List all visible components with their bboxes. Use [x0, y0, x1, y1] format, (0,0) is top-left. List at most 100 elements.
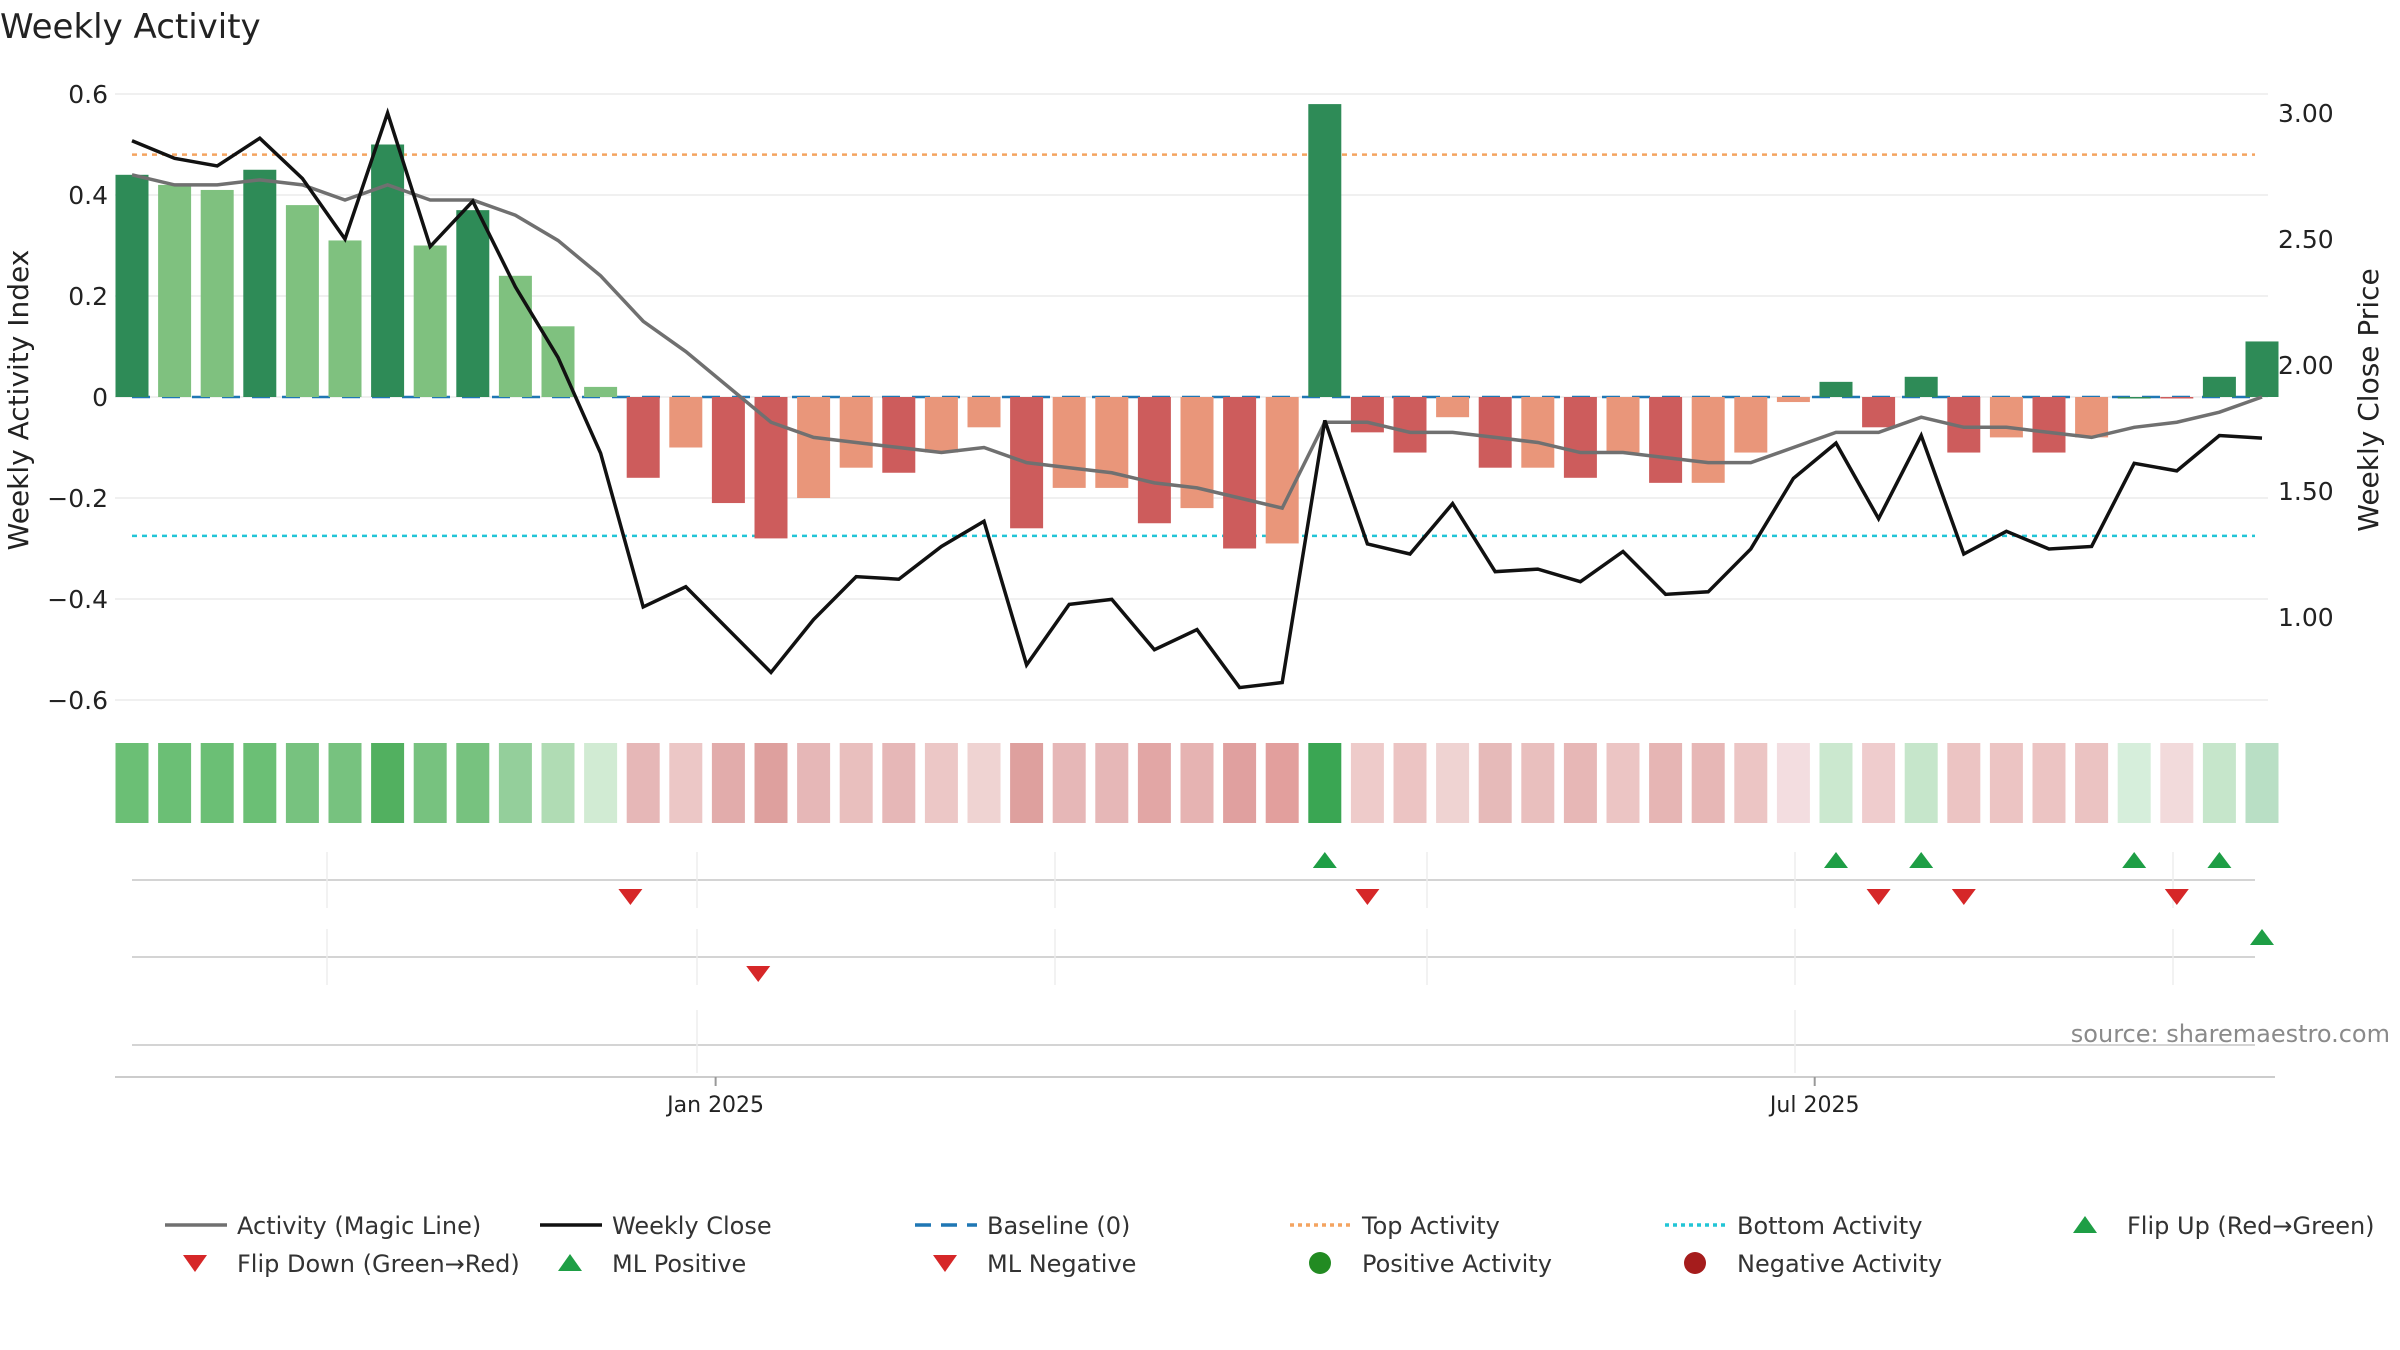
strip-cell	[2245, 743, 2279, 823]
activity-bar	[967, 397, 1001, 428]
y-tick-label: 0.6	[68, 80, 108, 109]
event-markers	[132, 852, 2274, 1073]
strip-cell	[1862, 743, 1896, 823]
legend-label: Flip Down (Green→Red)	[237, 1250, 520, 1278]
weekly-close-line	[131, 107, 2263, 690]
activity-bar	[2032, 397, 2066, 453]
strip-cell	[456, 743, 490, 823]
strip-cell	[243, 743, 277, 823]
strip-cell	[1180, 743, 1214, 823]
y-tick-label: 0	[92, 383, 108, 412]
source-note: source: sharemaestro.com	[2071, 1020, 2390, 1048]
legend-swatch	[183, 1255, 207, 1272]
strip-cell	[2160, 743, 2194, 823]
strip-cell	[1095, 743, 1129, 823]
legend-label: ML Positive	[612, 1250, 746, 1278]
activity-bar	[1862, 397, 1896, 428]
activity-bar	[711, 397, 745, 504]
activity-bar	[2202, 376, 2236, 397]
legend-label: Baseline (0)	[987, 1212, 1130, 1240]
strip-cell	[1947, 743, 1981, 823]
activity-bar	[1734, 397, 1768, 453]
activity-heat-strip	[115, 743, 2279, 823]
y-tick-label: 0.4	[68, 181, 108, 210]
activity-bar	[1308, 104, 1342, 397]
flip-down-marker	[746, 966, 771, 982]
activity-bar	[669, 397, 703, 448]
activity-bar	[328, 240, 362, 397]
y-tick-label: 0.2	[68, 282, 108, 311]
strip-cell	[1350, 743, 1384, 823]
legend-swatch	[933, 1255, 957, 1272]
flip-down-marker	[1951, 889, 1976, 905]
strip-cell	[1649, 743, 1683, 823]
activity-bar	[371, 144, 405, 397]
strip-cell	[754, 743, 788, 823]
strip-cell	[1521, 743, 1555, 823]
activity-bar	[1606, 397, 1640, 453]
legend-swatch	[2073, 1216, 2097, 1233]
strip-cell	[1478, 743, 1512, 823]
y2-axis: 3.00 2.50 2.00 1.50 1.00	[2278, 99, 2334, 632]
activity-bar	[626, 397, 660, 478]
strip-cell	[541, 743, 575, 823]
activity-bar	[1393, 397, 1427, 453]
strip-cell	[1265, 743, 1299, 823]
activity-bar	[1563, 397, 1597, 478]
activity-bar	[158, 184, 192, 397]
activity-bar	[1521, 397, 1555, 468]
strip-cell	[584, 743, 618, 823]
flip-up-marker	[2250, 929, 2274, 945]
activity-bar	[584, 386, 618, 397]
y-tick-label: −0.4	[47, 585, 108, 614]
activity-bar	[924, 397, 958, 453]
strip-cell	[2117, 743, 2151, 823]
strip-cell	[711, 743, 745, 823]
flip-down-marker	[1355, 889, 1380, 905]
strip-cell	[797, 743, 831, 823]
legend-label: Positive Activity	[1362, 1250, 1552, 1278]
activity-bar	[115, 174, 149, 397]
activity-bar	[413, 245, 447, 397]
series-lines	[131, 107, 2263, 690]
strip-cell	[1989, 743, 2023, 823]
flip-up-marker	[2122, 852, 2147, 868]
strip-cell	[1223, 743, 1257, 823]
activity-bar	[2117, 397, 2151, 399]
strip-cell	[967, 743, 1001, 823]
y2-tick-label: 2.50	[2278, 225, 2334, 254]
strip-cell	[200, 743, 234, 823]
activity-bar	[2245, 341, 2279, 397]
magic-line	[131, 173, 2263, 511]
activity-bar	[1776, 397, 1810, 403]
strip-cell	[839, 743, 873, 823]
strip-cell	[1010, 743, 1044, 823]
strip-cell	[1436, 743, 1470, 823]
activity-bar	[1350, 397, 1384, 433]
strip-cell	[371, 743, 405, 823]
legend-label: ML Negative	[987, 1250, 1136, 1278]
strip-cell	[2075, 743, 2109, 823]
strip-cell	[1137, 743, 1171, 823]
activity-bar	[797, 397, 831, 498]
strip-cell	[328, 743, 362, 823]
activity-bar	[882, 397, 916, 473]
strip-cell	[1776, 743, 1810, 823]
flip-down-marker	[1866, 889, 1891, 905]
activity-bar	[839, 397, 873, 468]
legend-label: Weekly Close	[612, 1212, 772, 1240]
y2-tick-label: 2.00	[2278, 351, 2334, 380]
activity-bar	[1436, 397, 1470, 418]
strip-cell	[285, 743, 319, 823]
strip-cell	[2032, 743, 2066, 823]
strip-cell	[1734, 743, 1768, 823]
activity-bar	[1819, 381, 1853, 397]
flip-up-marker	[1909, 852, 1934, 868]
activity-bar	[200, 189, 234, 397]
strip-cell	[1393, 743, 1427, 823]
activity-bar	[1989, 397, 2023, 438]
strip-cell	[158, 743, 192, 823]
y2-tick-label: 1.00	[2278, 603, 2334, 632]
chart-title: Weekly Activity	[0, 7, 261, 47]
